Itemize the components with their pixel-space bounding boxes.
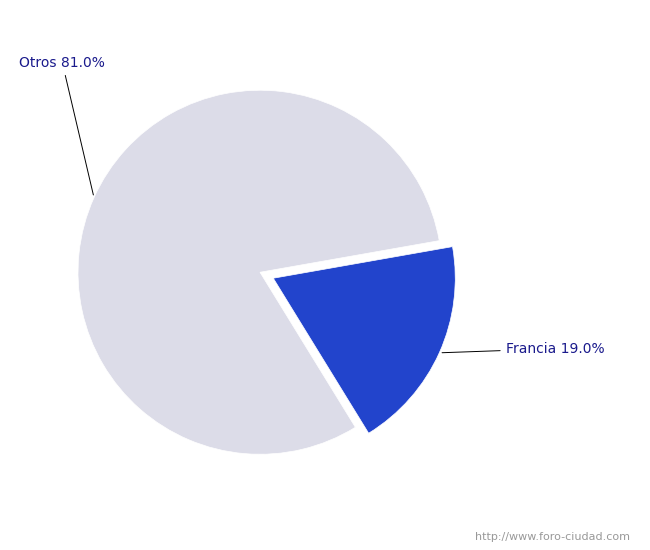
Text: Torrelaguna - Turistas extranjeros según país - Abril de 2024: Torrelaguna - Turistas extranjeros según… (75, 9, 575, 28)
Wedge shape (273, 246, 455, 433)
Text: Otros 81.0%: Otros 81.0% (20, 56, 105, 195)
Text: Francia 19.0%: Francia 19.0% (442, 342, 604, 356)
Text: http://www.foro-ciudad.com: http://www.foro-ciudad.com (476, 532, 630, 542)
Wedge shape (78, 90, 439, 454)
